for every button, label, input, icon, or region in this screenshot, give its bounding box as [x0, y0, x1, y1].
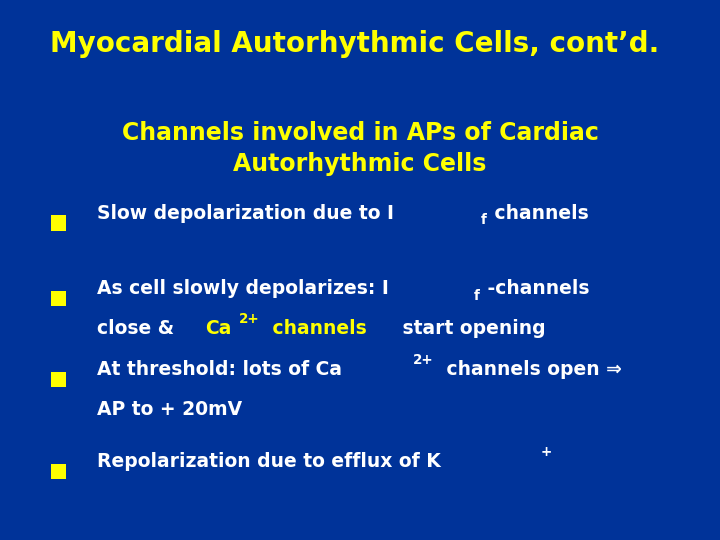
Text: Channels involved in APs of Cardiac
Autorhythmic Cells: Channels involved in APs of Cardiac Auto… [122, 122, 598, 176]
Text: Slow depolarization due to I: Slow depolarization due to I [97, 204, 395, 222]
Text: -channels: -channels [482, 279, 590, 298]
Text: 2+: 2+ [413, 354, 434, 368]
Bar [51, 372, 66, 387]
Text: channels: channels [488, 204, 589, 222]
Text: AP to + 20mV: AP to + 20mV [97, 400, 243, 419]
Bar [51, 215, 66, 231]
Text: At threshold: lots of Ca: At threshold: lots of Ca [97, 360, 342, 379]
Text: f: f [474, 289, 480, 303]
Text: channels: channels [266, 319, 366, 338]
Bar [51, 291, 66, 306]
Text: Myocardial Autorhythmic Cells, cont’d.: Myocardial Autorhythmic Cells, cont’d. [50, 30, 660, 58]
Text: Repolarization due to efflux of K: Repolarization due to efflux of K [97, 452, 441, 471]
Text: +: + [541, 446, 552, 460]
Text: f: f [480, 213, 486, 227]
Text: Ca: Ca [205, 319, 231, 338]
Text: As cell slowly depolarizes: I: As cell slowly depolarizes: I [97, 279, 389, 298]
Text: start opening: start opening [396, 319, 545, 338]
Bar [51, 464, 66, 479]
Text: channels open ⇒: channels open ⇒ [440, 360, 622, 379]
Text: 2+: 2+ [239, 312, 260, 326]
Text: close &: close & [97, 319, 181, 338]
